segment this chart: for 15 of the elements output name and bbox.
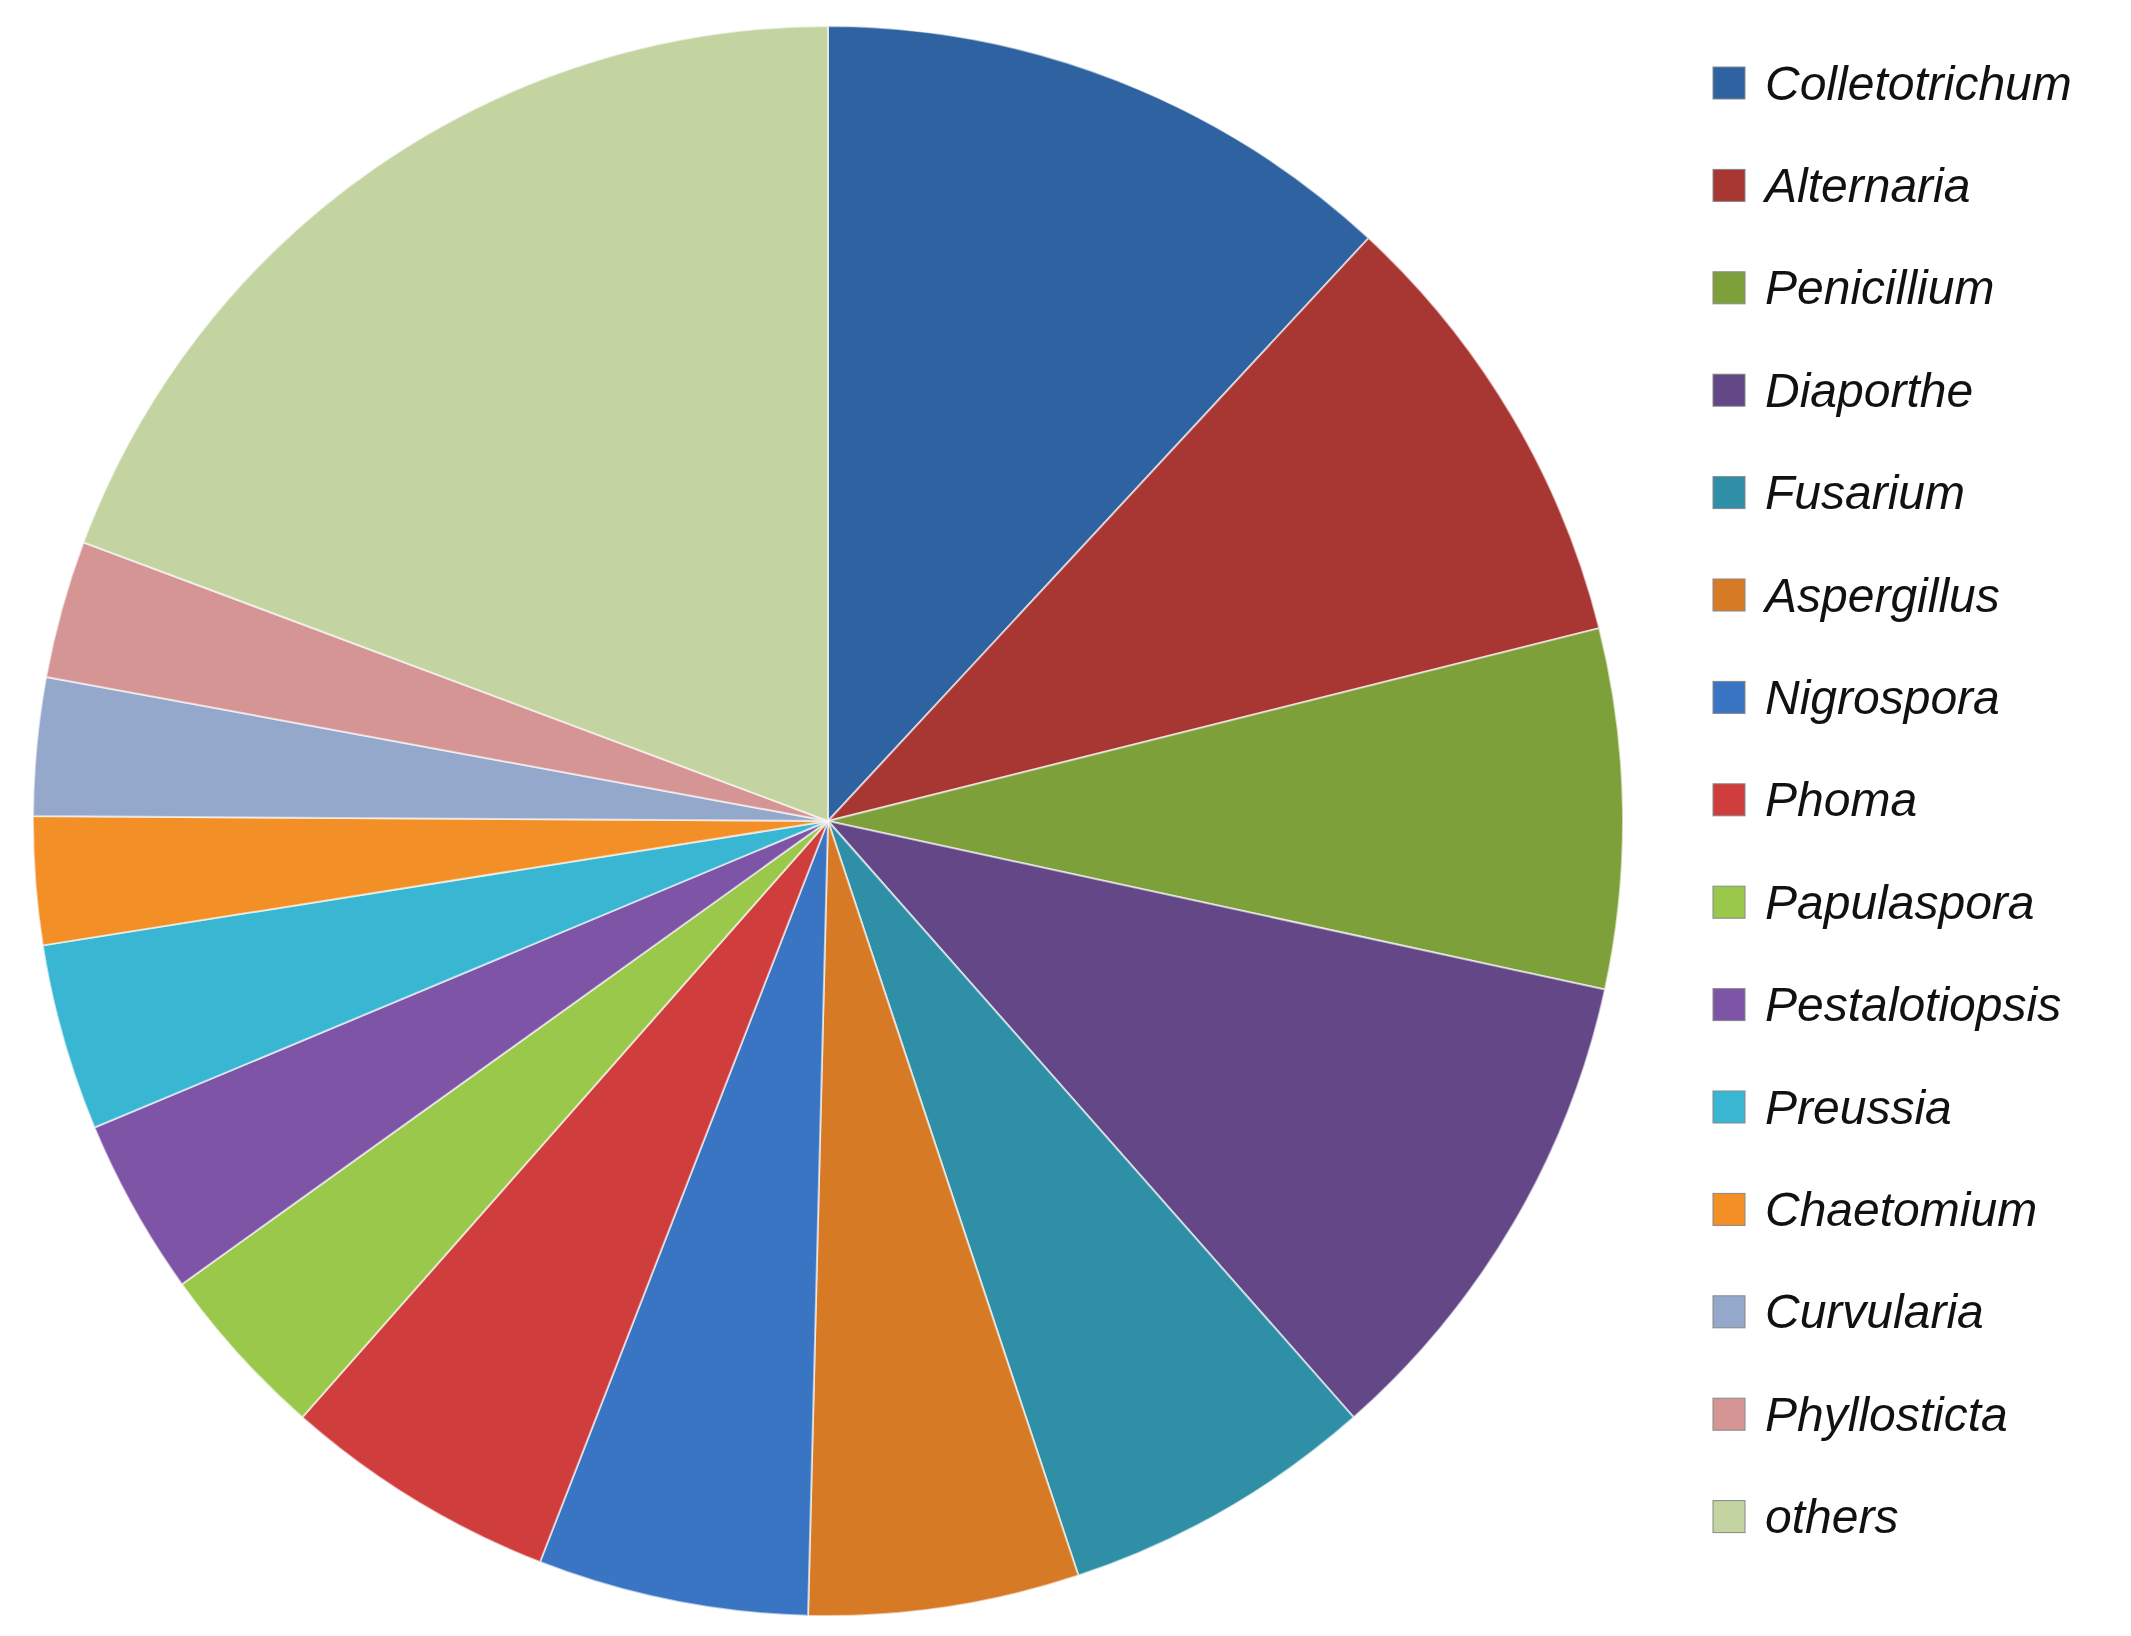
legend-label: Colletotrichum — [1765, 56, 2072, 110]
legend-label: Aspergillus — [1762, 568, 2000, 622]
legend-label: Nigrospora — [1765, 670, 2000, 724]
legend-label: Phoma — [1765, 773, 1918, 827]
legend-label: Fusarium — [1765, 466, 1966, 520]
legend-label: Diaporthe — [1765, 363, 1974, 417]
legend-label: others — [1765, 1490, 1899, 1544]
legend-label: Papulaspora — [1765, 875, 2035, 929]
legend-label: Curvularia — [1765, 1285, 1984, 1339]
legend-label: Penicillium — [1765, 261, 1995, 315]
legend-label: Phyllosticta — [1765, 1387, 2008, 1441]
legend-label: Preussia — [1765, 1080, 1952, 1134]
legend-label: Alternaria — [1762, 158, 1971, 212]
legend-label: Chaetomium — [1765, 1182, 2038, 1236]
legend-label: Pestalotiopsis — [1765, 978, 2062, 1032]
